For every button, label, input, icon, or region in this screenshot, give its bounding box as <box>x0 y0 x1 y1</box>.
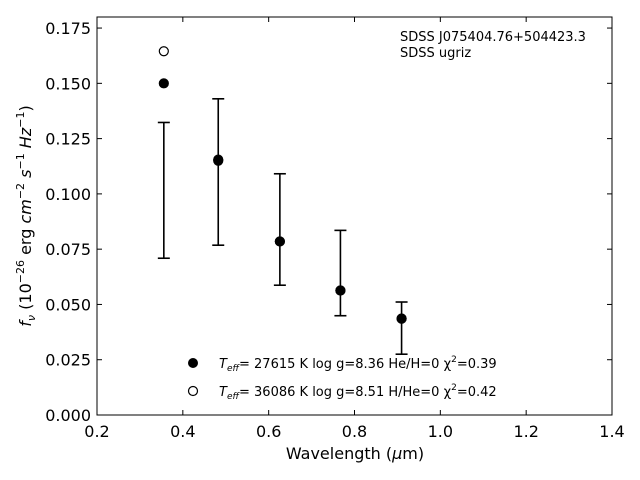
legend-1-teff: = 27615 K <box>239 357 309 372</box>
y-tick-label: 0.100 <box>45 185 91 204</box>
model-points <box>158 46 407 324</box>
legend-2-teff: = 36086 K <box>239 385 309 400</box>
legend-1-rest: log g=8.36 He/H=0 χ <box>312 357 451 372</box>
x-tick-label: 1.2 <box>513 422 538 441</box>
point-open <box>274 236 285 247</box>
legend-entry-2: Teff= 36086 K log g=8.51 H/He=0 χ2=0.42 <box>219 383 497 402</box>
point-filled <box>158 78 169 89</box>
point-open <box>335 285 346 296</box>
y-tick-label: 0.125 <box>45 130 91 149</box>
x-axis-ticks: 0.2 0.4 0.6 0.8 1.0 1.2 1.4 <box>84 17 625 441</box>
annotation-filters: SDSS ugriz <box>400 46 471 61</box>
x-tick-label: 0.2 <box>84 422 109 441</box>
y-tick-label: 0.150 <box>45 74 91 93</box>
x-tick-label: 0.6 <box>256 422 281 441</box>
plot-frame <box>96 16 613 416</box>
legend-marker-filled <box>188 358 198 368</box>
y-tick-label: 0.025 <box>45 351 91 370</box>
point-open <box>213 154 224 165</box>
legend: Teff= 27615 K log g=8.36 He/H=0 χ2=0.39 … <box>187 355 497 402</box>
observed-errorbars <box>157 98 408 355</box>
legend-2-chi: =0.42 <box>457 385 497 400</box>
y-tick-label: 0.050 <box>45 295 91 314</box>
y-axis-ticks: 0.000 0.025 0.050 0.075 0.100 0.125 0.150 0.175 <box>45 19 612 425</box>
annotation-object: SDSS J075404.76+504423.3 <box>400 30 586 45</box>
x-tick-label: 0.4 <box>170 422 195 441</box>
point-open <box>158 46 169 57</box>
legend-marker-open <box>187 385 199 397</box>
legend-entry-1: Teff= 27615 K log g=8.36 He/H=0 χ2=0.39 <box>219 355 497 374</box>
y-tick-label: 0.075 <box>45 240 91 259</box>
y-tick-label: 0.000 <box>45 406 91 425</box>
legend-2-rest: log g=8.51 H/He=0 χ <box>312 385 451 400</box>
x-axis-label: Wavelength (μm) <box>286 444 424 463</box>
point-open <box>396 313 407 324</box>
y-axis-label: fν (10−26 erg cm−2 s−1 Hz−1) <box>14 105 38 326</box>
x-tick-label: 0.8 <box>342 422 367 441</box>
y-tick-label: 0.175 <box>45 19 91 38</box>
x-tick-label: 1.0 <box>428 422 453 441</box>
legend-1-chi: =0.39 <box>457 357 497 372</box>
x-tick-label: 1.4 <box>599 422 624 441</box>
